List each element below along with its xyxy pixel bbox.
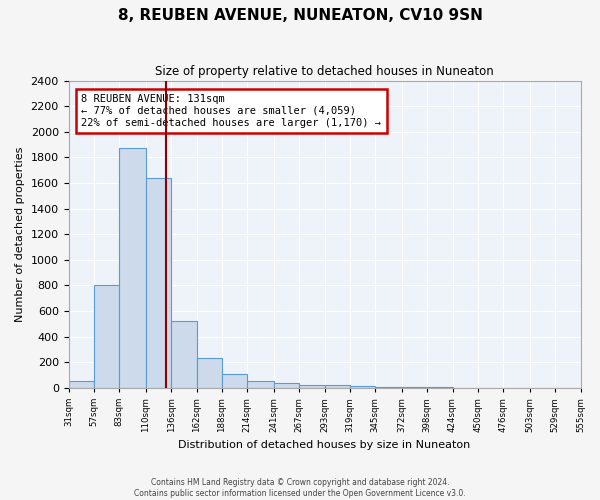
Bar: [299, 384, 325, 388]
Text: 8 REUBEN AVENUE: 131sqm
← 77% of detached houses are smaller (4,059)
22% of semi: 8 REUBEN AVENUE: 131sqm ← 77% of detache…: [82, 94, 382, 128]
Bar: [350, 386, 376, 388]
Bar: [274, 382, 299, 388]
Bar: [146, 178, 171, 388]
Bar: [325, 385, 350, 388]
Text: Contains HM Land Registry data © Crown copyright and database right 2024.
Contai: Contains HM Land Registry data © Crown c…: [134, 478, 466, 498]
Bar: [222, 374, 247, 388]
Bar: [402, 387, 427, 388]
Bar: [247, 382, 274, 388]
Title: Size of property relative to detached houses in Nuneaton: Size of property relative to detached ho…: [155, 65, 494, 78]
Y-axis label: Number of detached properties: Number of detached properties: [15, 146, 25, 322]
Bar: [119, 148, 146, 388]
Bar: [171, 321, 197, 388]
Bar: [68, 382, 94, 388]
Text: 8, REUBEN AVENUE, NUNEATON, CV10 9SN: 8, REUBEN AVENUE, NUNEATON, CV10 9SN: [118, 8, 482, 22]
Bar: [376, 386, 402, 388]
X-axis label: Distribution of detached houses by size in Nuneaton: Distribution of detached houses by size …: [178, 440, 470, 450]
Bar: [197, 358, 222, 388]
Bar: [94, 286, 119, 388]
